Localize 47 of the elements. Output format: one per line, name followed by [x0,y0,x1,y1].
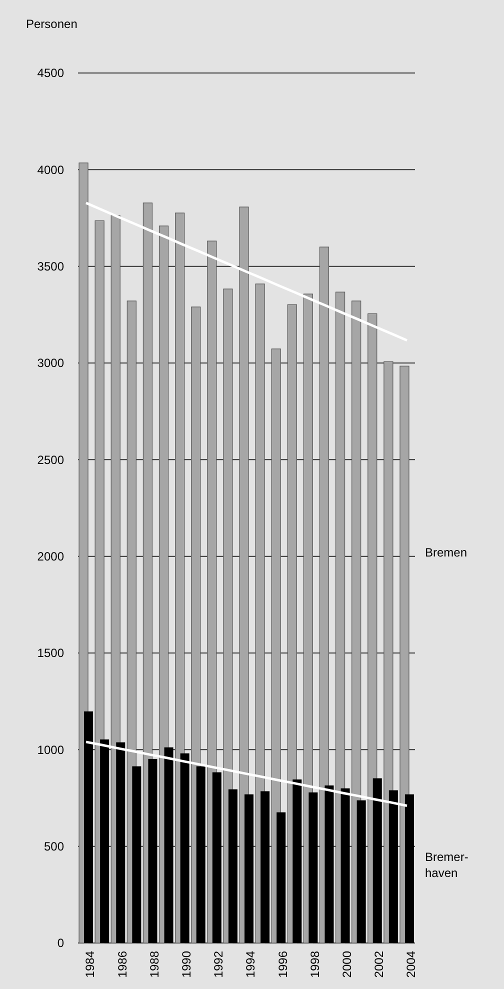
line-series [84,740,408,807]
bar [100,739,110,943]
y-tick-label: 0 [57,936,64,950]
y-tick-label: 500 [44,840,64,854]
x-tick-label: 1988 [147,950,162,978]
y-tick-label: 2000 [37,550,64,564]
y-axis-title: Personen [26,17,78,31]
y-tick-label: 3000 [37,356,64,370]
x-tick-label: 1994 [244,950,258,978]
x-tick-label: 2002 [372,950,386,978]
bar [116,742,126,943]
series-label: Bremer-haven [425,850,468,880]
y-tick-label: 4000 [37,162,64,177]
bar [180,753,190,943]
x-tick-label: 1992 [212,950,226,978]
bar [324,785,334,943]
bar [372,778,382,943]
bar [276,812,286,943]
line-series [84,202,408,342]
y-tick-label: 1500 [37,646,64,660]
bar [164,747,174,943]
x-tick-label: 1990 [180,950,194,978]
bar [404,794,414,943]
x-tick-label: 2000 [340,950,354,978]
x-tick-label: 1998 [308,950,322,978]
y-tick-label: 3500 [37,260,64,274]
y-tick-label: 2500 [37,452,64,467]
bar [388,790,398,943]
bar [308,792,318,943]
y-tick-label: 1000 [37,742,64,757]
bar [212,772,222,943]
x-tick-label: 1984 [83,950,98,978]
bar [228,789,238,943]
series-label: Bremen [425,545,468,560]
bar [340,788,350,943]
bar [260,791,270,943]
bar [196,766,206,943]
y-tick-label: 4500 [37,66,64,80]
bar [356,800,366,943]
x-tick-label: 1996 [276,950,290,978]
bar [84,711,94,943]
x-tick-label: 2004 [404,950,418,978]
bar [244,794,254,943]
x-tick-label: 1986 [115,950,130,978]
bar [148,758,158,943]
bar [292,779,302,943]
bar [132,766,142,943]
